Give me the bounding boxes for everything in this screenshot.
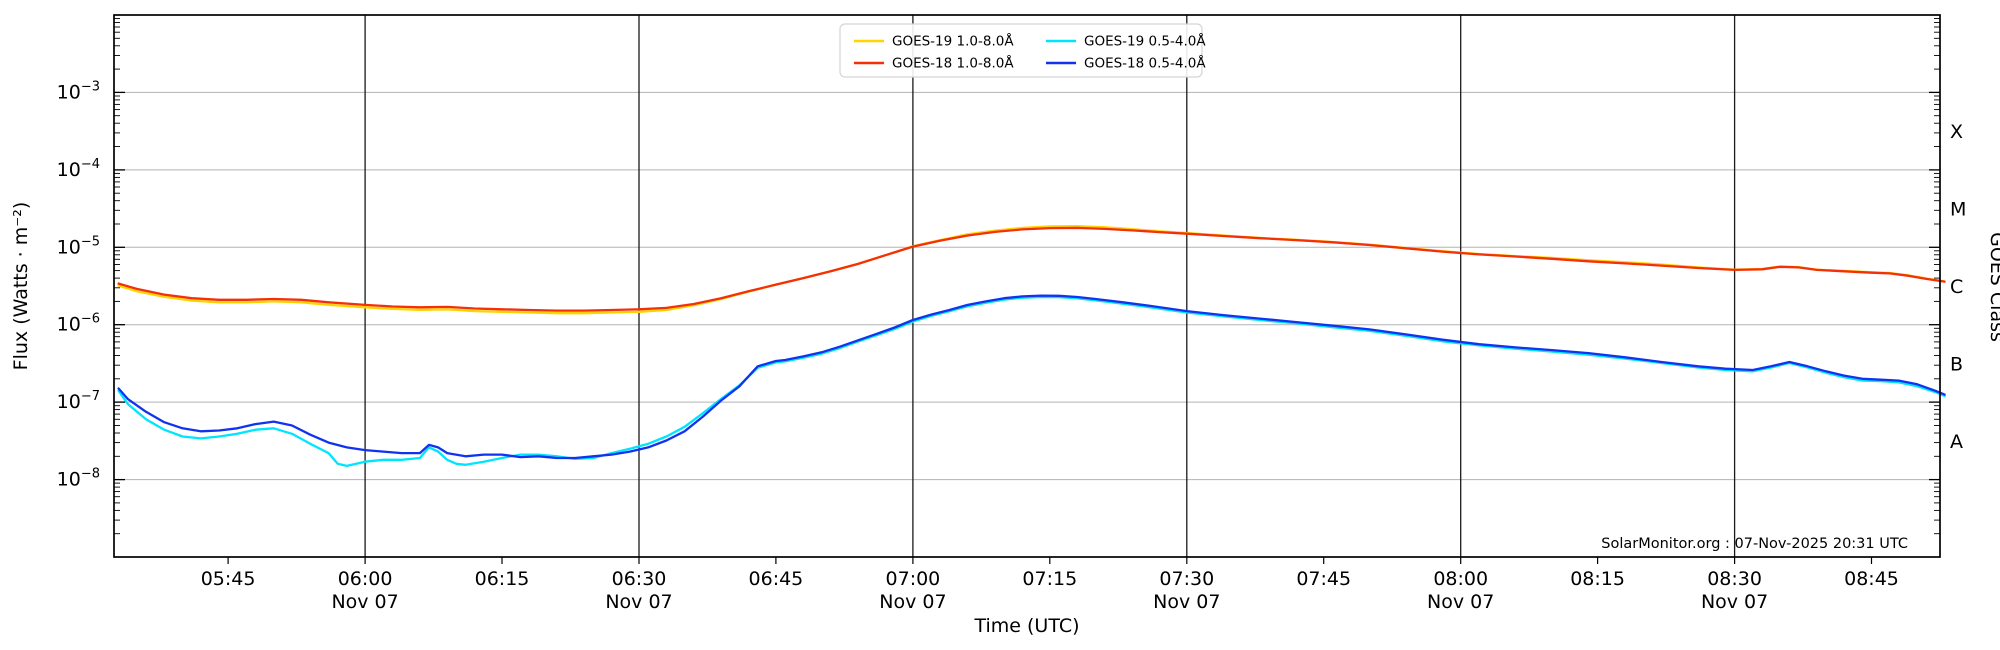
y-tick-label: 10−6 <box>57 312 100 336</box>
x-axis-title: Time (UTC) <box>973 615 1079 637</box>
series-line-goes19-short <box>117 295 1946 468</box>
x-date-label: Nov 07 <box>1153 591 1220 613</box>
x-date-label: Nov 07 <box>1701 591 1768 613</box>
x-tick-label: 06:30 <box>612 568 667 590</box>
plot-border <box>113 14 1941 558</box>
right-axis-title: GOES Class <box>1986 232 2000 342</box>
y-tick-label: 10−3 <box>57 79 100 103</box>
x-tick-label: 06:00 <box>338 568 393 590</box>
legend-label-goes18-long: GOES-18 1.0-8.0Å <box>892 55 1014 72</box>
legend-box <box>839 23 1203 78</box>
x-tick-label: 05:45 <box>201 568 256 590</box>
x-date-label: Nov 07 <box>331 591 398 613</box>
series-line-goes18-short <box>117 294 1946 460</box>
x-tick-label: 07:15 <box>1022 568 1077 590</box>
legend-label-goes19-long: GOES-19 1.0-8.0Å <box>892 33 1014 50</box>
goes-class-label: C <box>1950 276 1963 298</box>
x-tick-label: 08:45 <box>1844 568 1899 590</box>
legend-label-goes18-short: GOES-18 0.5-4.0Å <box>1084 55 1206 72</box>
goes-class-label: X <box>1950 121 1963 143</box>
x-date-label: Nov 07 <box>879 591 946 613</box>
x-tick-label: 07:00 <box>886 568 941 590</box>
x-tick-label: 08:30 <box>1707 568 1762 590</box>
x-date-label: Nov 07 <box>1427 591 1494 613</box>
x-tick-label: 08:15 <box>1570 568 1625 590</box>
x-tick-label: 07:30 <box>1159 568 1214 590</box>
goes-class-label: A <box>1950 431 1963 453</box>
x-tick-label: 08:00 <box>1433 568 1488 590</box>
x-tick-label: 06:45 <box>749 568 804 590</box>
grid-layer <box>114 15 1940 557</box>
goes-class-label: B <box>1950 353 1963 375</box>
y-axis-title: Flux (Watts · m⁻²) <box>10 202 32 371</box>
goes-class-label: M <box>1950 199 1966 221</box>
x-tick-label: 06:15 <box>475 568 530 590</box>
y-tick-label: 10−5 <box>57 234 100 258</box>
y-tick-label: 10−4 <box>57 157 100 181</box>
series-line-goes18-long <box>117 226 1946 312</box>
x-date-label: Nov 07 <box>605 591 672 613</box>
x-tick-label: 07:45 <box>1296 568 1351 590</box>
y-tick-label: 10−7 <box>57 389 100 413</box>
watermark: SolarMonitor.org : 07-Nov-2025 20:31 UTC <box>1601 536 1908 552</box>
series-layer <box>117 225 1946 468</box>
series-line-goes19-long <box>117 225 1946 315</box>
legend-layer: GOES-19 1.0-8.0Å GOES-18 1.0-8.0Å GOES-19 … <box>839 23 1206 78</box>
legend-label-goes19-short: GOES-19 0.5-4.0Å <box>1084 33 1206 50</box>
y-tick-label: 10−8 <box>57 467 100 491</box>
